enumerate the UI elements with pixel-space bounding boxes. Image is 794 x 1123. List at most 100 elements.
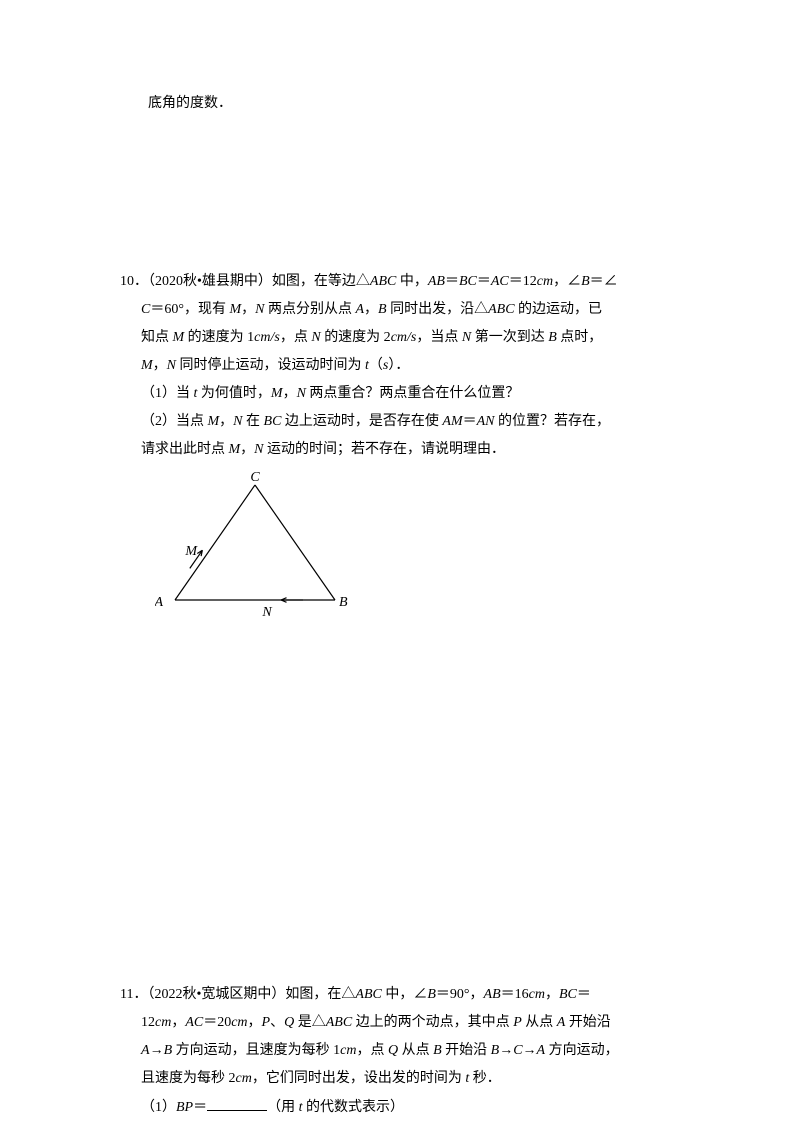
p11-ab: AB xyxy=(484,987,501,1002)
p10-l4b: N xyxy=(167,358,176,373)
p10-l3f: 第一次到达 xyxy=(471,330,548,345)
p10-c6: ， xyxy=(219,414,233,429)
problem-11-line4: 且速度为每秒 2cm，它们同时出发，设出发的时间为 t 秒． xyxy=(141,1065,694,1093)
blank-fill xyxy=(207,1093,267,1111)
p10-c5: ， xyxy=(283,386,297,401)
p10-m2: M xyxy=(173,330,185,345)
p11-l1a: （2022秋•宽城区期中）如图，在△ xyxy=(147,987,355,1002)
p11-q1d: 的代数式表示） xyxy=(303,1100,405,1115)
triangle-svg: ABCMN xyxy=(155,470,355,620)
problem-10-line1: 10．（2020秋•雄县期中）如图，在等边△ABC 中，AB＝BC＝AC＝12c… xyxy=(141,268,694,296)
p10-l2d: 同时出发，沿△ xyxy=(387,302,489,317)
p10-l3b: 的速度为 1 xyxy=(184,330,254,345)
problem-11: 11．（2022秋•宽城区期中）如图，在△ABC 中，∠B＝90°，AB＝16c… xyxy=(120,981,694,1122)
p10-m4: M xyxy=(208,414,220,429)
p10-l4a: M xyxy=(141,358,153,373)
p10-l3c: ，点 xyxy=(280,330,312,345)
p11-ar3: → xyxy=(523,1043,537,1058)
p11-l2b: ＝20 xyxy=(203,1015,231,1030)
p10-bc: BC xyxy=(459,274,477,289)
p10-q2c: 边上运动时，是否存在使 xyxy=(281,414,442,429)
p11-c1i: C xyxy=(513,1043,522,1058)
svg-text:N: N xyxy=(261,605,272,620)
p11-ar1: → xyxy=(150,1043,164,1058)
p11-p1: P xyxy=(262,1015,271,1030)
p11-q1a: （1） xyxy=(141,1100,176,1115)
p10-l4e: ）． xyxy=(388,358,409,373)
p11-l2f: 从点 xyxy=(522,1015,557,1030)
p10-n2: N xyxy=(311,330,320,345)
p10-l4d: （ xyxy=(369,358,383,373)
p10-c3: ， xyxy=(364,302,378,317)
svg-text:C: C xyxy=(250,470,260,485)
p11-l4b: ，它们同时出发，设出发的时间为 xyxy=(252,1071,466,1086)
fragment-text: 底角的度数． xyxy=(120,90,694,118)
p10-q2b: 在 xyxy=(243,414,264,429)
p11-l3d: ，点 xyxy=(356,1043,388,1058)
p10-q2e: 请求出此时点 xyxy=(141,442,229,457)
problem-10-q2-cont: 请求出此时点 M，N 运动的时间；若不存在，请说明理由． xyxy=(141,436,694,464)
p10-n6: N xyxy=(254,442,263,457)
p10-cms2: cm/s xyxy=(391,330,417,345)
p11-l3a: A xyxy=(141,1043,150,1058)
p11-l3e: 从点 xyxy=(398,1043,433,1058)
p10-an: AN xyxy=(477,414,495,429)
p11-num: 11． xyxy=(120,987,147,1002)
p10-num: 10． xyxy=(120,274,148,289)
p11-cm2: cm xyxy=(155,1015,171,1030)
p11-cm1: cm xyxy=(529,987,545,1002)
p11-q1b: ＝ xyxy=(193,1100,207,1115)
p11-cm4: cm xyxy=(340,1043,356,1058)
p10-b2: B xyxy=(378,302,387,317)
p11-cm3: cm xyxy=(231,1015,247,1030)
svg-text:B: B xyxy=(339,595,348,610)
p10-l2e: 的边运动，已 xyxy=(515,302,603,317)
p10-q1a: （1）当 xyxy=(141,386,194,401)
problem-11-line2: 12cm，AC＝20cm，P、Q 是△ABC 边上的两个动点，其中点 P 从点 … xyxy=(141,1009,694,1037)
p11-l3c: 方向运动，且速度为每秒 1 xyxy=(172,1043,340,1058)
problem-11-line3: A→B 方向运动，且速度为每秒 1cm，点 Q 从点 B 开始沿 B→C→A 方… xyxy=(141,1037,694,1065)
p11-l2c: 、 xyxy=(270,1015,284,1030)
problem-10-q1: （1）当 t 为何值时，M，N 两点重合？两点重合在什么位置？ xyxy=(141,380,694,408)
p10-l3d: 的速度为 2 xyxy=(321,330,391,345)
p10-l2a: C xyxy=(141,302,150,317)
p11-l4c: 秒． xyxy=(469,1071,501,1086)
p11-c2: ， xyxy=(171,1015,185,1030)
p11-l3f: 开始沿 xyxy=(442,1043,491,1058)
problem-11-q1: （1）BP＝（用 t 的代数式表示） xyxy=(141,1093,694,1122)
p11-bc: BC xyxy=(559,987,577,1002)
p11-l4a: 且速度为每秒 2 xyxy=(141,1071,236,1086)
p10-abc2: ABC xyxy=(488,302,514,317)
p11-abc2: ABC xyxy=(326,1015,352,1030)
p10-eq2: ＝ xyxy=(477,274,491,289)
p10-t1b: 中， xyxy=(396,274,428,289)
p10-c2: ， xyxy=(241,302,255,317)
p11-q1: Q xyxy=(284,1015,294,1030)
p11-abc: ABC xyxy=(355,987,381,1002)
p11-bp: BP xyxy=(176,1100,193,1115)
p10-q1c: 两点重合？两点重合在什么位置？ xyxy=(306,386,520,401)
p10-eq4: ＝∠ xyxy=(590,274,618,289)
p10-l2c: 两点分别从点 xyxy=(264,302,355,317)
p10-b1: B xyxy=(581,274,590,289)
p11-cm5: cm xyxy=(236,1071,252,1086)
problem-11-line1: 11．（2022秋•宽城区期中）如图，在△ABC 中，∠B＝90°，AB＝16c… xyxy=(141,981,694,1009)
problem-10-line4: M，N 同时停止运动，设运动时间为 t（s）． xyxy=(141,352,694,380)
p10-l4c: 同时停止运动，设运动时间为 xyxy=(176,358,365,373)
p10-q2a: （2）当点 xyxy=(141,414,208,429)
p11-q1c: （用 xyxy=(267,1100,299,1115)
p11-l2e: 边上的两个动点，其中点 xyxy=(352,1015,513,1030)
fragment-content: 底角的度数． xyxy=(148,96,232,111)
p10-l3e: ，当点 xyxy=(416,330,462,345)
problem-10-line3: 知点 M 的速度为 1cm/s，点 N 的速度为 2cm/s，当点 N 第一次到… xyxy=(141,324,694,352)
p10-q2f: 运动的时间；若不存在，请说明理由． xyxy=(264,442,506,457)
p10-q2d: 的位置？若存在， xyxy=(495,414,611,429)
svg-text:M: M xyxy=(184,544,198,559)
p10-n3: N xyxy=(462,330,471,345)
p10-eq5: ＝ xyxy=(463,414,477,429)
p11-b1: B xyxy=(427,987,436,1002)
p11-l2a: 12 xyxy=(141,1015,155,1030)
p11-ar2: → xyxy=(499,1043,513,1058)
p11-c3: ， xyxy=(248,1015,262,1030)
problem-10-q2: （2）当点 M，N 在 BC 边上运动时，是否存在使 AM＝AN 的位置？若存在… xyxy=(141,408,694,436)
